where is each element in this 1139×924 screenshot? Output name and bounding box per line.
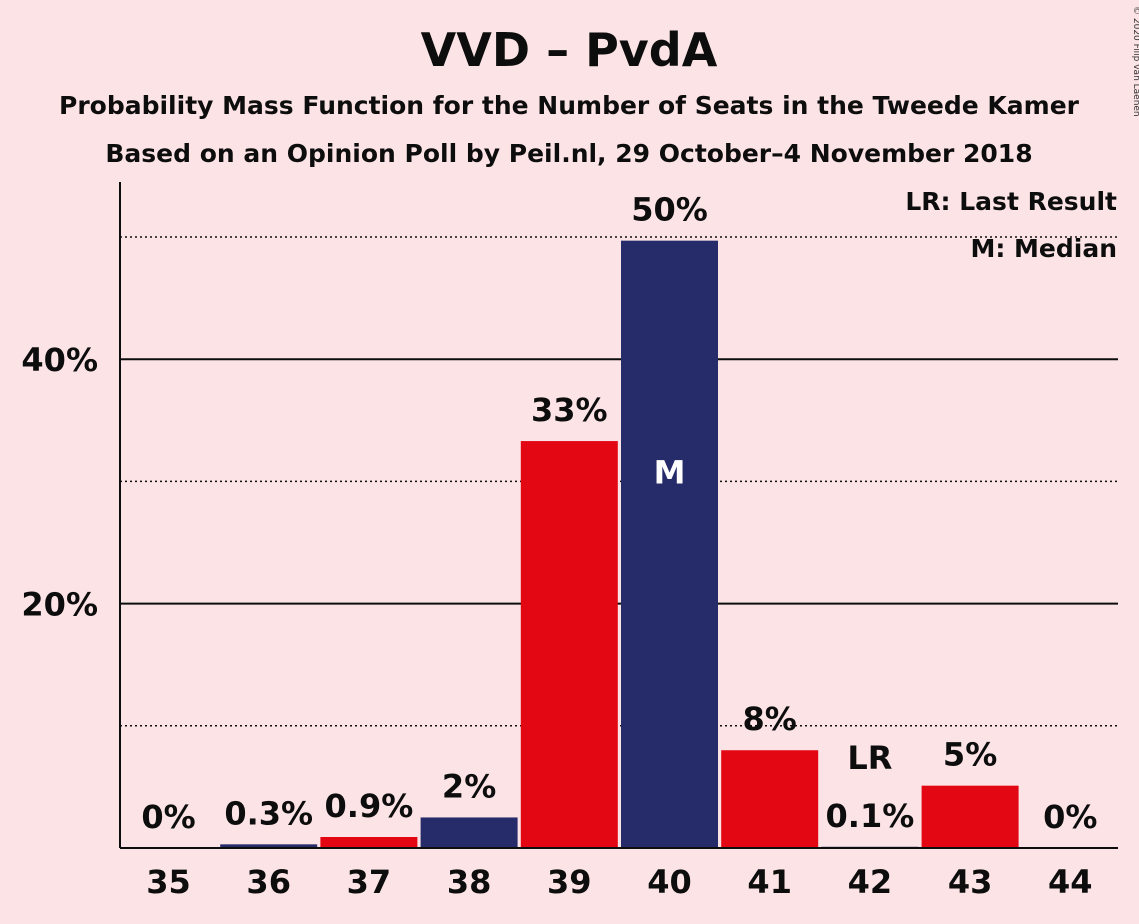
y-tick-label-40: 40%: [21, 341, 98, 379]
marker-lr: LR: [847, 739, 892, 777]
chart-subtitle-line-1: Probability Mass Function for the Number…: [59, 91, 1080, 120]
copyright-note: © 2020 Filip van Laenen: [1131, 6, 1139, 117]
chart-title: VVD – PvdA: [421, 23, 718, 77]
x-tick-label-38: 38: [447, 863, 492, 901]
y-tick-label-20: 20%: [21, 586, 98, 624]
bar-38: [420, 817, 518, 848]
value-label-43: 5%: [943, 736, 997, 774]
value-label-38: 2%: [442, 767, 496, 805]
x-tick-label-39: 39: [547, 863, 592, 901]
x-tick-label-37: 37: [347, 863, 392, 901]
x-tick-label-44: 44: [1048, 863, 1093, 901]
x-tick-label-42: 42: [848, 863, 893, 901]
bar-37: [320, 837, 418, 848]
bar-41: [721, 750, 819, 848]
x-tick-label-36: 36: [246, 863, 291, 901]
bar-39: [520, 441, 618, 848]
bar-43: [921, 785, 1019, 848]
gridlines: [120, 236, 1118, 727]
value-label-41: 8%: [743, 700, 797, 738]
x-tick-label-40: 40: [647, 863, 692, 901]
legend-median: M: Median: [970, 234, 1117, 263]
bar-36: [220, 844, 318, 848]
bar-40: [621, 240, 718, 848]
axes: 20% 40%: [21, 182, 1118, 849]
value-label-39: 33%: [531, 391, 608, 429]
value-label-40: 50%: [631, 191, 708, 229]
value-label-42: 0.1%: [826, 797, 915, 835]
x-tick-label-41: 41: [747, 863, 792, 901]
bars: [220, 240, 1019, 848]
value-label-44: 0%: [1043, 798, 1097, 836]
value-label-36: 0.3%: [224, 794, 313, 832]
marker-m: M: [654, 454, 686, 492]
legend-last-result: LR: Last Result: [905, 187, 1117, 216]
value-label-35: 0%: [141, 798, 195, 836]
chart-subtitle-line-2: Based on an Opinion Poll by Peil.nl, 29 …: [105, 139, 1032, 168]
value-label-37: 0.9%: [325, 787, 414, 825]
value-labels: 0% 35 0.3% 36 0.9% 37 2% 38 33% 39 50% 40 8% 41 0.1% 42…: [141, 191, 1097, 901]
x-tick-label-43: 43: [948, 863, 993, 901]
x-tick-label-35: 35: [146, 863, 191, 901]
